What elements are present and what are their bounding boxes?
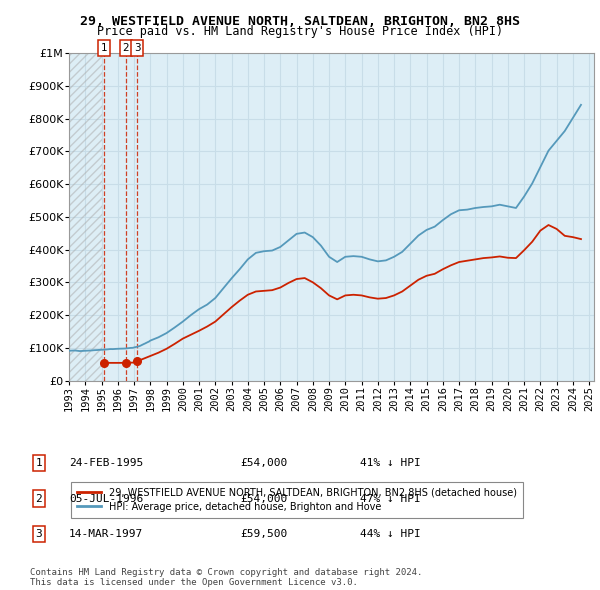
- Text: 3: 3: [134, 43, 140, 53]
- Text: 3: 3: [35, 529, 43, 539]
- Text: 24-FEB-1995: 24-FEB-1995: [69, 458, 143, 468]
- Text: £59,500: £59,500: [240, 529, 287, 539]
- Bar: [69, 53, 101, 381]
- Text: 05-JUL-1996: 05-JUL-1996: [69, 494, 143, 503]
- Text: Price paid vs. HM Land Registry's House Price Index (HPI): Price paid vs. HM Land Registry's House …: [97, 25, 503, 38]
- Text: 2: 2: [35, 494, 43, 503]
- Text: 2: 2: [123, 43, 130, 53]
- Text: £54,000: £54,000: [240, 494, 287, 503]
- Text: Contains HM Land Registry data © Crown copyright and database right 2024.
This d: Contains HM Land Registry data © Crown c…: [30, 568, 422, 587]
- Text: 29, WESTFIELD AVENUE NORTH, SALTDEAN, BRIGHTON, BN2 8HS: 29, WESTFIELD AVENUE NORTH, SALTDEAN, BR…: [80, 15, 520, 28]
- Text: 1: 1: [100, 43, 107, 53]
- Legend: 29, WESTFIELD AVENUE NORTH, SALTDEAN, BRIGHTON, BN2 8HS (detached house), HPI: A: 29, WESTFIELD AVENUE NORTH, SALTDEAN, BR…: [71, 482, 523, 517]
- Text: £54,000: £54,000: [240, 458, 287, 468]
- Bar: [69, 53, 101, 381]
- Text: 14-MAR-1997: 14-MAR-1997: [69, 529, 143, 539]
- Text: 1: 1: [35, 458, 43, 468]
- Text: 41% ↓ HPI: 41% ↓ HPI: [360, 458, 421, 468]
- Text: 47% ↓ HPI: 47% ↓ HPI: [360, 494, 421, 503]
- Text: 44% ↓ HPI: 44% ↓ HPI: [360, 529, 421, 539]
